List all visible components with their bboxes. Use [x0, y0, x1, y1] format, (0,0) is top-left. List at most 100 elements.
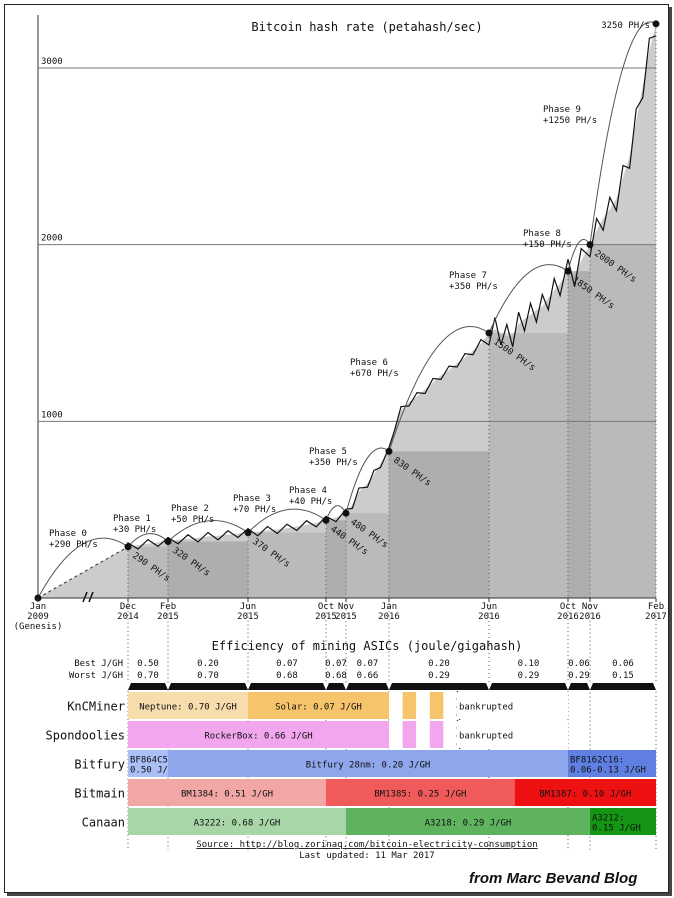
asic-bar-label: 0.15 J/GH [592, 824, 641, 834]
timeline-notch [653, 683, 659, 690]
hash-rate-chart: 1000 2000 3000 Phase 0+290 PH/s Phase 1+30 P… [14, 15, 667, 861]
worst-jgh-label: Worst J/GH [69, 671, 123, 681]
x-tick-label: Oct [318, 602, 334, 612]
timeline-notch [125, 683, 131, 690]
best-jgh-value: 0.07 [325, 659, 347, 669]
hash-rate-line [127, 35, 657, 550]
phase-delta-label: +350 PH/s [309, 458, 358, 468]
timeline-notch [486, 683, 492, 690]
x-tick-label: Jun [481, 602, 497, 612]
worst-jgh-value: 0.68 [276, 671, 298, 681]
x-tick-label: Nov [338, 602, 354, 612]
phase-name-label: Phase 4 [289, 486, 327, 496]
genesis-dashed-line [37, 546, 129, 599]
timeline-notch [165, 683, 171, 690]
hash-rate-point [652, 20, 660, 28]
best-jgh-value: 0.10 [518, 659, 540, 669]
phase-arc [37, 537, 129, 599]
axis-break-mark [88, 591, 94, 603]
fade-stripe [429, 721, 444, 748]
asic-bar-label: 0.06-0.13 J/GH [570, 766, 646, 776]
fade-stripe [389, 692, 403, 719]
phase-name-label: Phase 2 [171, 504, 209, 514]
asic-bar [346, 808, 590, 835]
asic-bar-label: A3212: [592, 814, 625, 824]
best-jgh-value: 0.07 [276, 659, 298, 669]
asic-bar [568, 750, 656, 777]
y-tick-label: 1000 [41, 410, 63, 420]
asic-bar-label: 0.50 J/GH [130, 766, 179, 776]
point-value-label: 3250 PH/s [601, 21, 650, 31]
worst-jgh-value: 0.15 [612, 671, 634, 681]
manufacturer-label: Canaan [82, 816, 125, 830]
phase-arc [388, 326, 490, 452]
hash-rate-point [164, 537, 172, 545]
phase-delta-label: +70 PH/s [233, 505, 276, 515]
phase-arc [589, 21, 657, 245]
x-tick-label: 2014 [117, 612, 139, 622]
phase-delta-label: +290 PH/s [49, 540, 98, 550]
timeline-bar [128, 683, 656, 690]
asic-bar [128, 750, 168, 777]
asic-bar-label: Bitfury 28nm: 0.20 J/GH [306, 761, 431, 771]
asic-bar-label: RockerBox: 0.66 J/GH [204, 732, 312, 742]
best-jgh-value: 0.20 [197, 659, 219, 669]
fade-stripe [402, 721, 417, 748]
phase-delta-label: +50 PH/s [171, 515, 214, 525]
asic-bar [128, 808, 346, 835]
phase-arc [345, 447, 390, 514]
x-tick-label: Jun [240, 602, 256, 612]
x-tick-label: Jan [381, 602, 397, 612]
asic-bar-label: Neptune: 0.70 J/GH [139, 703, 237, 713]
phase-delta-label: +150 PH/s [523, 240, 572, 250]
worst-jgh-value: 0.70 [197, 671, 219, 681]
fade-stripe [402, 692, 417, 719]
x-tick-label: Feb [648, 602, 664, 612]
y-tick-label: 2000 [41, 234, 63, 244]
asic-bar [590, 808, 656, 835]
x-tick-label: 2015 [237, 612, 259, 622]
hash-rate-point [385, 447, 393, 455]
worst-jgh-value: 0.70 [137, 671, 159, 681]
phase-name-label: Phase 6 [350, 358, 388, 368]
x-tick-label: 2016 [378, 612, 400, 622]
asic-bar-label: BM1387: 0.10 J/GH [539, 790, 631, 800]
source-link[interactable]: Source: http://blog.zorinaq.com/bitcoin-… [196, 840, 537, 850]
x-tick-label: Feb [160, 602, 176, 612]
asic-bar [128, 692, 248, 719]
bankrupt-fade-group [389, 690, 461, 721]
x-tick-label: 2016 [579, 612, 601, 622]
worst-jgh-value: 0.68 [325, 671, 347, 681]
manufacturer-label: Spondoolies [46, 729, 125, 743]
last-updated-label: Last updated: 11 Mar 2017 [299, 851, 434, 861]
x-tick-label: (Genesis) [14, 622, 63, 632]
phase-delta-label: +1250 PH/s [543, 116, 597, 126]
hash-rate-point [322, 516, 330, 524]
x-tick-label: 2009 [27, 612, 49, 622]
hash-rate-area [38, 23, 656, 599]
asic-bar-label: bankrupted [459, 703, 513, 713]
best-jgh-value: 0.20 [428, 659, 450, 669]
x-tick-label: Oct [560, 602, 576, 612]
x-tick-label: 2015 [335, 612, 357, 622]
x-tick-label: Dec [120, 602, 136, 612]
asic-bar-label: Solar: 0.07 J/GH [275, 703, 362, 713]
asic-bar [248, 692, 389, 719]
fade-stripe [429, 692, 444, 719]
asic-bar [168, 750, 568, 777]
efficiency-title: Efficiency of mining ASICs (joule/gigaha… [212, 639, 523, 653]
x-tick-label: Nov [582, 602, 598, 612]
phase-name-label: Phase 1 [113, 514, 151, 524]
phase-name-label: Phase 0 [49, 529, 87, 539]
x-tick-label: Jan [30, 602, 46, 612]
fade-stripe [443, 692, 457, 719]
asic-bar-label: BM1384: 0.51 J/GH [181, 790, 273, 800]
worst-jgh-value: 0.29 [428, 671, 450, 681]
hash-rate-point [244, 529, 252, 537]
fade-stripe [389, 721, 403, 748]
phase-name-label: Phase 3 [233, 494, 271, 504]
manufacturer-label: Bitfury [74, 758, 125, 772]
axis-break-mark [82, 591, 88, 603]
phase-delta-label: +670 PH/s [350, 369, 399, 379]
phase-arc [488, 264, 569, 334]
